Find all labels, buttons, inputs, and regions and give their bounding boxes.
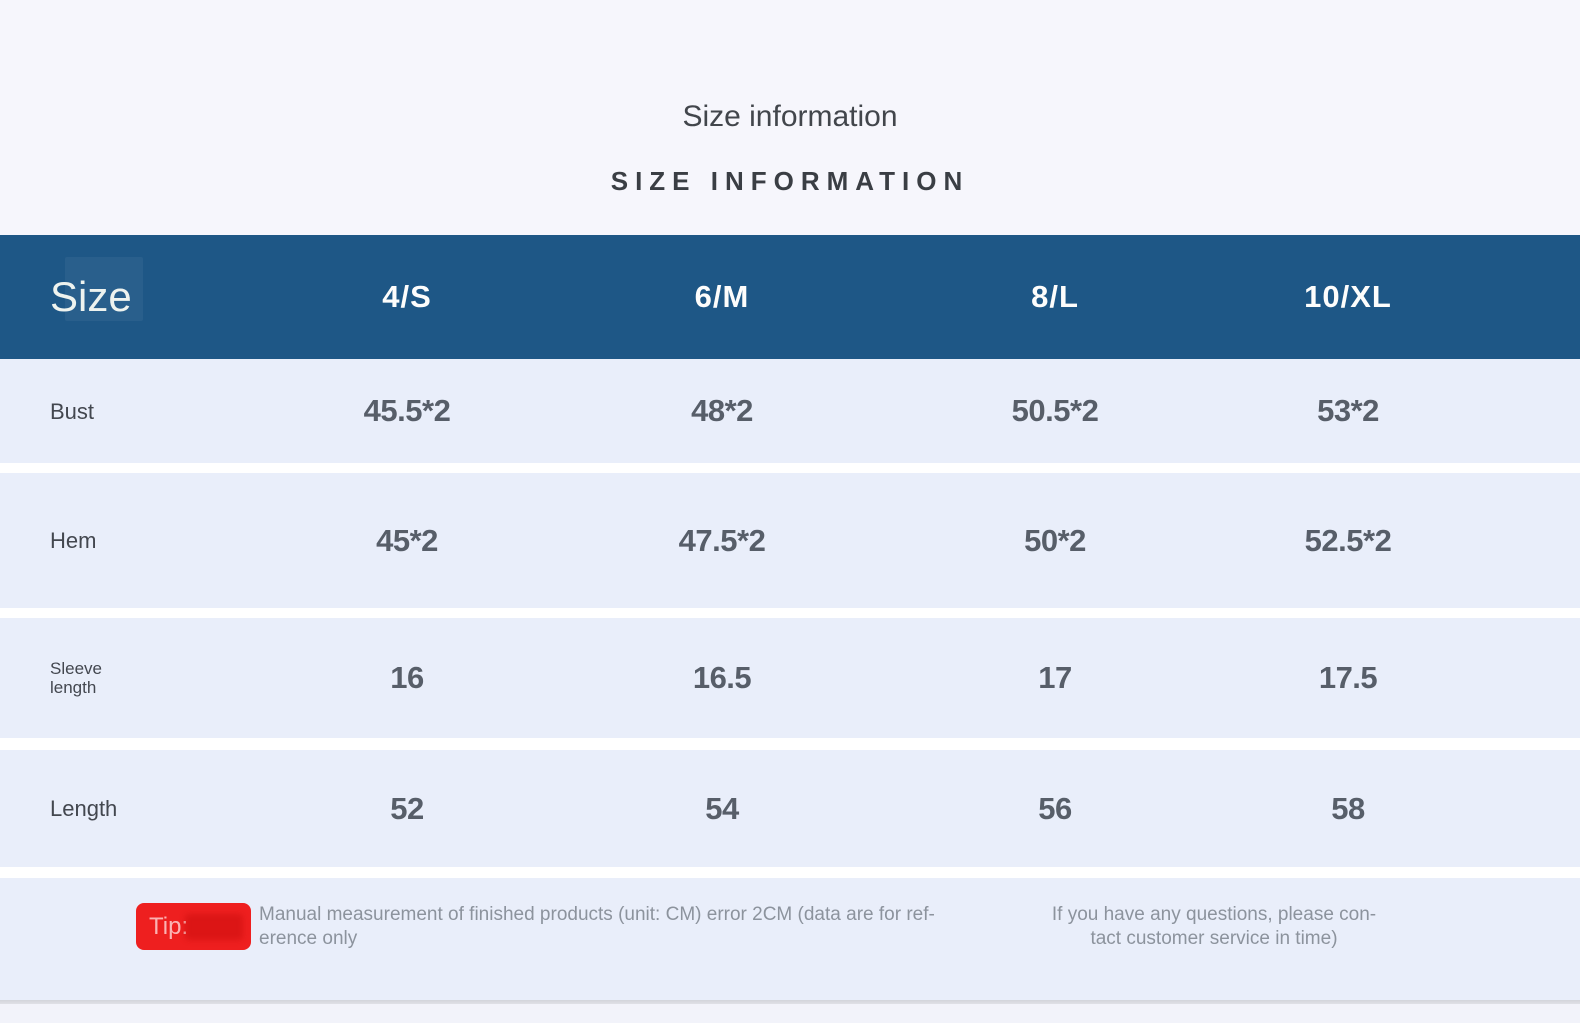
- cell-value: 45*2: [376, 522, 438, 558]
- cell-value: 16: [390, 660, 424, 695]
- title-section: Size information SIZE INFORMATION: [0, 0, 1580, 235]
- page-subtitle: SIZE INFORMATION: [610, 166, 970, 196]
- cell-value: 53*2: [1317, 393, 1379, 428]
- header-highlight: [65, 257, 143, 321]
- cell-value: 54: [705, 790, 739, 826]
- bottom-divider: [0, 1000, 1580, 1004]
- bottom-strip: [0, 1004, 1580, 1023]
- table-header-row: Size 4/S 6/M 8/L 10/XL: [0, 235, 1580, 359]
- header-col-6m: 6/M: [694, 279, 750, 314]
- cell-value: 50.5*2: [1011, 393, 1099, 428]
- cell-value: 58: [1331, 790, 1365, 826]
- tip-text-contact: If you have any questions, please con- t…: [1051, 904, 1377, 949]
- page-title: Size information: [682, 100, 898, 133]
- table-row-length: Length 52 54 56 58: [0, 750, 1580, 867]
- header-size-label: Size: [50, 273, 132, 320]
- header-col-8l: 8/L: [1031, 279, 1079, 314]
- tip-badge-label: Tip:: [149, 913, 189, 940]
- row-label: Bust: [50, 398, 95, 424]
- table-row-sleeve-length: Sleeve length 16 16.5 17 17.5: [0, 618, 1580, 738]
- row-label: Sleeve length: [50, 659, 102, 697]
- cell-value: 17: [1038, 660, 1072, 695]
- table-row-hem: Hem 45*2 47.5*2 50*2 52.5*2: [0, 473, 1580, 608]
- cell-value: 52: [390, 790, 424, 826]
- row-label: Hem: [50, 528, 97, 553]
- table-row-bust: Bust 45.5*2 48*2 50.5*2 53*2: [0, 359, 1580, 463]
- tip-row: Tip: Manual measurement of finished prod…: [0, 878, 1580, 1000]
- size-table: Size 4/S 6/M 8/L 10/XL Bust 45.5*2 48*2 …: [0, 235, 1580, 867]
- cell-value: 16.5: [692, 660, 752, 695]
- cell-value: 48*2: [691, 393, 753, 428]
- header-col-10xl: 10/XL: [1304, 279, 1392, 314]
- tip-text-measurement: Manual measurement of finished products …: [259, 904, 935, 949]
- header-col-4s: 4/S: [382, 279, 432, 314]
- cell-value: 45.5*2: [363, 393, 451, 428]
- tip-badge: Tip:: [136, 903, 251, 950]
- cell-value: 47.5*2: [678, 522, 766, 558]
- cell-value: 56: [1038, 790, 1072, 826]
- cell-value: 17.5: [1318, 660, 1378, 695]
- cell-value: 50*2: [1024, 522, 1086, 558]
- row-label: Length: [50, 796, 118, 821]
- tip-badge-redaction: [185, 914, 243, 940]
- cell-value: 52.5*2: [1304, 522, 1392, 558]
